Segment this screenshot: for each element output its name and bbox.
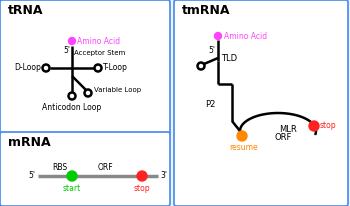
Text: D-Loop: D-Loop (14, 62, 41, 71)
Text: 5': 5' (63, 46, 70, 55)
Text: 3': 3' (160, 172, 167, 180)
Text: 5': 5' (208, 46, 215, 55)
Text: P2: P2 (205, 99, 215, 109)
Text: TLD: TLD (221, 54, 237, 62)
Text: resume: resume (230, 143, 258, 152)
Text: Amino Acid: Amino Acid (224, 32, 267, 41)
Text: stop: stop (134, 184, 150, 193)
FancyBboxPatch shape (0, 0, 170, 134)
Text: T-Loop: T-Loop (103, 62, 128, 71)
Text: Variable Loop: Variable Loop (94, 87, 141, 93)
Text: RBS: RBS (52, 163, 68, 172)
Text: ORF: ORF (274, 133, 292, 143)
Text: Amino Acid: Amino Acid (77, 36, 120, 46)
Circle shape (309, 121, 319, 131)
Circle shape (237, 131, 247, 141)
Text: MLR: MLR (279, 124, 297, 133)
Text: tRNA: tRNA (8, 4, 43, 17)
Circle shape (137, 171, 147, 181)
Text: ORF: ORF (97, 163, 113, 172)
Text: Acceptor Stem: Acceptor Stem (74, 50, 125, 56)
Text: mRNA: mRNA (8, 136, 51, 149)
Circle shape (215, 33, 222, 40)
Text: Anticodon Loop: Anticodon Loop (42, 103, 102, 112)
Text: tmRNA: tmRNA (182, 4, 231, 17)
Circle shape (67, 171, 77, 181)
FancyBboxPatch shape (174, 0, 348, 206)
Text: 5': 5' (28, 172, 35, 180)
Circle shape (69, 37, 76, 44)
Text: stop: stop (320, 122, 337, 130)
Text: start: start (63, 184, 81, 193)
FancyBboxPatch shape (0, 132, 170, 206)
